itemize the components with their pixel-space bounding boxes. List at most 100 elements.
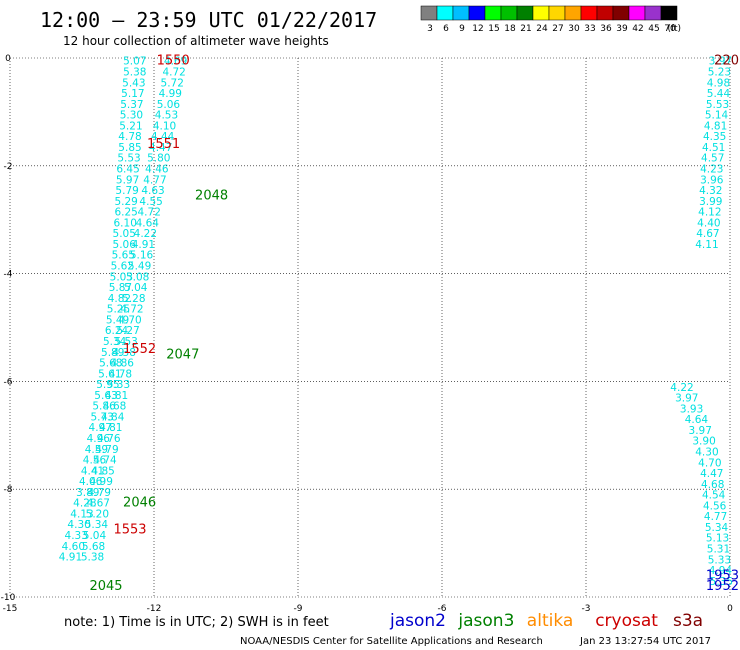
swh-value-label: 5.65 bbox=[112, 250, 135, 262]
swh-value-label: 5.49 bbox=[106, 314, 129, 326]
pass-number-label: 1552 bbox=[123, 342, 156, 357]
swh-value-label: 5.34 bbox=[85, 519, 109, 531]
swh-value-label: 6.45 bbox=[116, 163, 139, 175]
colorbar-tick-label: 15 bbox=[488, 24, 499, 34]
swh-value-label: 4.94 bbox=[709, 565, 733, 577]
swh-value-label: 5.20 bbox=[86, 508, 109, 520]
swh-value-label: 3.97 bbox=[709, 56, 732, 68]
swh-value-label: 5.07 bbox=[123, 56, 146, 68]
colorbar-swatch bbox=[596, 5, 614, 21]
swh-value-label: 5.62 bbox=[111, 261, 134, 273]
swh-value-label: 4.54 bbox=[702, 490, 726, 502]
swh-value-label: 4.77 bbox=[704, 511, 727, 523]
footer-timestamp: Jan 23 13:27:54 UTC 2017 bbox=[579, 636, 711, 647]
pass-number-label: 1953 bbox=[706, 568, 739, 583]
swh-value-label: 4.64 bbox=[136, 217, 160, 229]
pass-number-label: 2045 bbox=[89, 579, 122, 594]
colorbar-tick-label: 42 bbox=[632, 24, 643, 34]
swh-value-label: 3.99 bbox=[699, 196, 722, 208]
swh-value-label: 4.86 bbox=[111, 358, 135, 370]
colorbar-swatch bbox=[612, 5, 630, 21]
swh-value-label: 5.85 bbox=[118, 142, 141, 154]
swh-value-label: 4.10 bbox=[153, 120, 176, 132]
swh-value-label: 4.70 bbox=[118, 314, 141, 326]
swh-value-label: 4.72 bbox=[120, 304, 143, 316]
x-tick-label: -15 bbox=[3, 604, 18, 614]
x-tick-label: 0 bbox=[727, 604, 733, 614]
colorbar-tick-label: 30 bbox=[568, 24, 580, 34]
swh-value-label: 4.30 bbox=[695, 446, 718, 458]
swh-value-label: 5.34 bbox=[705, 522, 729, 534]
swh-value-label: 4.56 bbox=[83, 455, 107, 467]
swh-value-label: 4.72 bbox=[162, 66, 185, 78]
swh-value-label: 6.24 bbox=[105, 325, 129, 337]
swh-value-label: 5.29 bbox=[114, 196, 137, 208]
pass-number-label: 1551 bbox=[147, 137, 180, 152]
swh-value-label: 5.95 bbox=[96, 379, 119, 391]
swh-value-label: 5.05 bbox=[113, 228, 136, 240]
swh-value-label: 4.41 bbox=[81, 465, 104, 477]
swh-value-label: 4.76 bbox=[97, 433, 121, 445]
swh-value-label: 5.35 bbox=[710, 576, 733, 588]
legend-jason3: jason3 bbox=[457, 611, 514, 631]
pass-number-label: 2048 bbox=[195, 188, 228, 203]
swh-value-label: 3.93 bbox=[680, 403, 703, 415]
x-tick-label: -6 bbox=[438, 604, 447, 614]
swh-value-label: 4.81 bbox=[99, 422, 122, 434]
colorbar-swatch bbox=[644, 5, 662, 21]
swh-value-label: 5.04 bbox=[124, 282, 148, 294]
pass-labels: 1550 1551 2048 1552 2047 2046 1553 2045 220 19531… bbox=[89, 54, 739, 595]
colorbar-swatch bbox=[420, 5, 438, 21]
swh-value-label: 5.33 bbox=[107, 379, 130, 391]
swh-value-label: 4.44 bbox=[151, 131, 175, 143]
colorbar-swatch bbox=[468, 5, 486, 21]
swh-value-label: 4.78 bbox=[118, 131, 141, 143]
swh-value-label: 4.56 bbox=[703, 500, 727, 512]
swh-value-label: 4.35 bbox=[703, 131, 726, 143]
swh-value-label: 4.13 bbox=[70, 508, 93, 520]
swh-value-label: 5.68 bbox=[99, 358, 122, 370]
swh-value-label: 5.44 bbox=[707, 88, 731, 100]
swh-value-label: 5.68 bbox=[82, 541, 105, 553]
colorbar-tick-label: 39 bbox=[616, 24, 628, 34]
colorbar-tick-label: 6 bbox=[443, 24, 449, 34]
swh-value-label: 4.74 bbox=[93, 455, 117, 467]
footer-note: note: 1) Time is in UTC; 2) SWH is in fe… bbox=[64, 615, 329, 630]
swh-value-label: 5.38 bbox=[81, 552, 104, 564]
swh-value-label: 5.80 bbox=[147, 153, 170, 165]
swh-value-label: 5.34 bbox=[103, 336, 127, 348]
pass-number-label: 1550 bbox=[157, 54, 190, 69]
plot-axes: -15 -12 -9 -6 -3 0 0 -2 -4 -6 -8 -10 bbox=[1, 54, 733, 614]
colorbar-swatch bbox=[564, 5, 582, 21]
swh-value-label: 4.30 bbox=[67, 519, 90, 531]
footer-credit: NOAA/NESDIS Center for Satellite Applica… bbox=[240, 636, 543, 647]
swh-value-label: 5.30 bbox=[120, 110, 143, 122]
colorbar-tick-label: 36 bbox=[600, 24, 612, 34]
swh-value-label: 5.04 bbox=[83, 530, 107, 542]
swh-value-label: 4.97 bbox=[89, 422, 112, 434]
swh-value-label: 5.08 bbox=[126, 271, 149, 283]
colorbar-swatch bbox=[516, 5, 534, 21]
swh-value-label: 5.23 bbox=[708, 66, 731, 78]
swh-value-label: 5.38 bbox=[123, 66, 146, 78]
pass-number-label: 220 bbox=[714, 54, 739, 69]
swh-value-label: 4.11 bbox=[695, 239, 718, 251]
legend-jason2: jason2 bbox=[389, 611, 446, 631]
colorbar-swatch bbox=[452, 5, 470, 21]
colorbar-swatch bbox=[580, 5, 598, 21]
swh-value-label: 3.89 bbox=[76, 487, 99, 499]
swh-value-label: 5.06 bbox=[157, 99, 181, 111]
swh-value-label: 5.61 bbox=[98, 368, 121, 380]
swh-value-label: 5.53 bbox=[706, 99, 729, 111]
swh-value-label: 4.99 bbox=[90, 476, 113, 488]
x-tick-label: -9 bbox=[294, 604, 303, 614]
colorbar-swatch bbox=[628, 5, 646, 21]
swh-value-label: 4.69 bbox=[164, 56, 187, 68]
colorbar-tick-label: 12 bbox=[472, 24, 483, 34]
swh-value-label: 4.70 bbox=[698, 457, 721, 469]
swh-value-label: 5.43 bbox=[122, 77, 145, 89]
swh-value-label: 4.91 bbox=[59, 552, 82, 564]
swh-value-label: 5.63 bbox=[94, 390, 117, 402]
colorbar-swatch bbox=[484, 5, 502, 21]
swh-value-label: 4.99 bbox=[159, 88, 182, 100]
